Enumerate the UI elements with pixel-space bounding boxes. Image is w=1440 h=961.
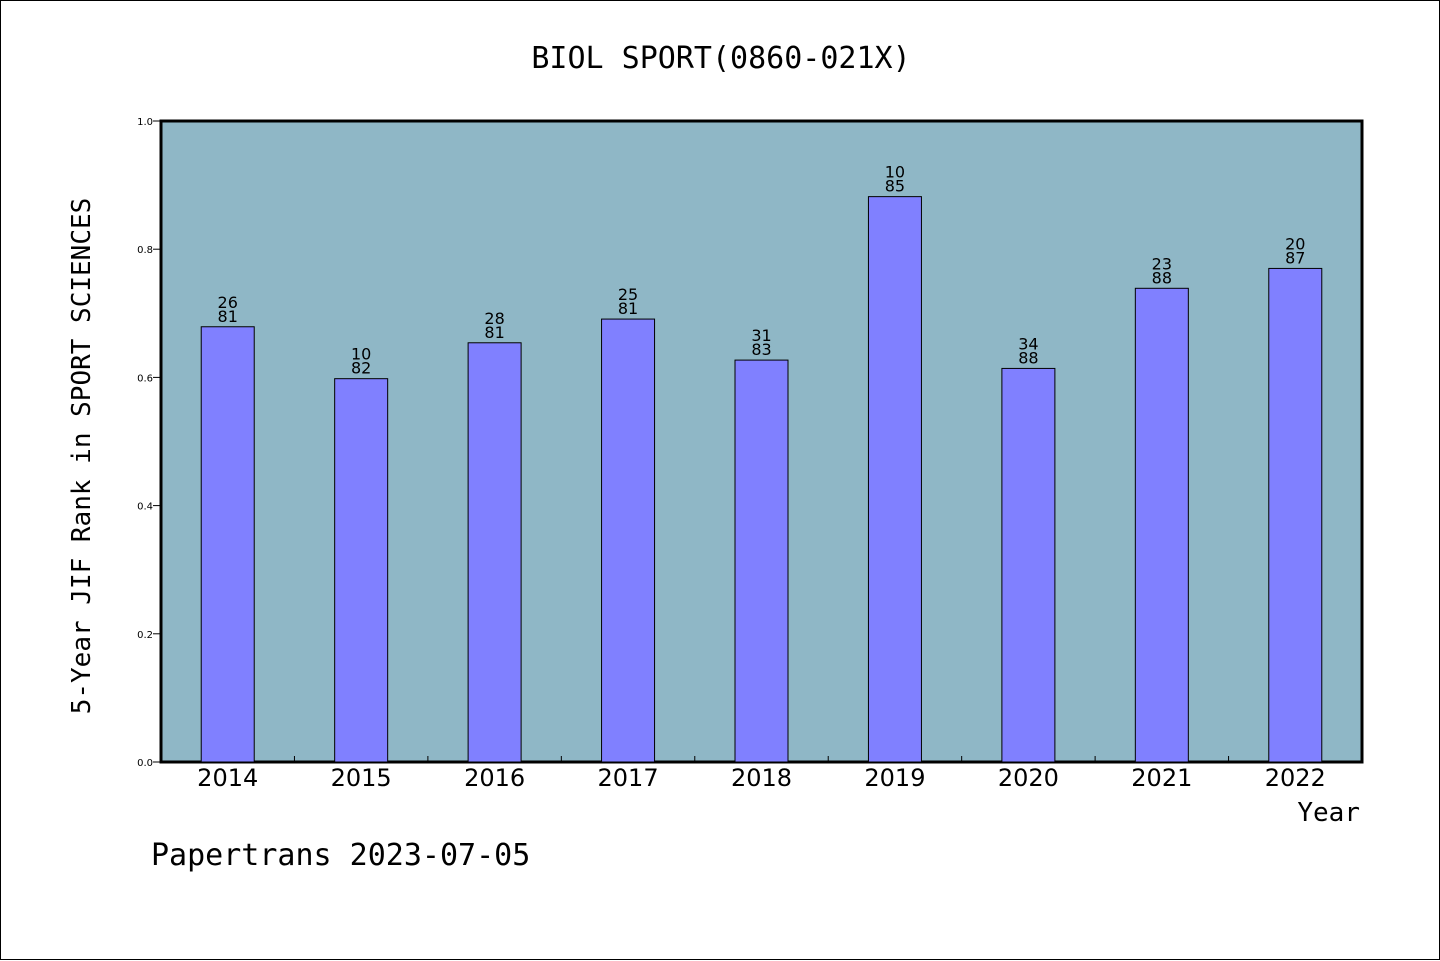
y-tick-label: 1.0 bbox=[137, 117, 153, 128]
bar-label-rank: 34 bbox=[1018, 334, 1038, 353]
x-tick-label: 2019 bbox=[864, 764, 925, 792]
chart-title: BIOL SPORT(0860-021X) bbox=[531, 41, 910, 76]
bar-label-total: 81 bbox=[484, 323, 504, 342]
bar-label-rank: 31 bbox=[751, 326, 771, 345]
x-tick-label: 2017 bbox=[598, 764, 659, 792]
x-tick-label: 2018 bbox=[731, 764, 792, 792]
x-tick-label: 2022 bbox=[1265, 764, 1326, 792]
bar-label-total: 82 bbox=[351, 359, 371, 378]
bar-label-total: 88 bbox=[1018, 348, 1038, 367]
y-tick-label: 0.0 bbox=[137, 758, 153, 769]
bar-2017 bbox=[601, 318, 656, 763]
footer-credit: Papertrans 2023-07-05 bbox=[151, 838, 530, 873]
bar-2014 bbox=[200, 326, 255, 763]
bar-2015 bbox=[334, 378, 389, 763]
bar-label-total: 81 bbox=[618, 299, 638, 318]
bar-2018 bbox=[734, 359, 789, 763]
bar-label-total: 83 bbox=[751, 340, 771, 359]
bar-label-rank: 20 bbox=[1285, 234, 1305, 253]
bar-label-rank: 10 bbox=[351, 345, 371, 364]
x-axis: 2014 2015 2016 2017 2018 2019 2020 2021 2022 bbox=[197, 756, 1326, 792]
bar-label-rank: 10 bbox=[885, 163, 905, 182]
bar-label-total: 88 bbox=[1152, 268, 1172, 287]
y-tick-label: 0.8 bbox=[137, 245, 153, 256]
x-tick-label: 2015 bbox=[331, 764, 392, 792]
x-axis-title: Year bbox=[1297, 798, 1360, 828]
bar-label-rank: 23 bbox=[1152, 254, 1172, 273]
bar-label-total: 87 bbox=[1285, 248, 1305, 267]
y-tick-label: 0.4 bbox=[137, 502, 153, 513]
x-tick-label: 2020 bbox=[998, 764, 1059, 792]
x-tick-label: 2016 bbox=[464, 764, 525, 792]
bar-2020 bbox=[1001, 367, 1056, 763]
x-tick-label: 2021 bbox=[1131, 764, 1192, 792]
bar-2021 bbox=[1134, 287, 1189, 763]
y-tick-label: 0.6 bbox=[137, 373, 153, 384]
bar-2022 bbox=[1268, 267, 1323, 763]
bar-label-rank: 26 bbox=[218, 293, 238, 312]
y-tick-label: 0.2 bbox=[137, 630, 153, 641]
bar-2019 bbox=[867, 196, 922, 763]
bar-label-rank: 28 bbox=[484, 309, 504, 328]
x-tick-label: 2014 bbox=[197, 764, 258, 792]
bar-label-total: 81 bbox=[218, 307, 238, 326]
bar-label-total: 85 bbox=[885, 177, 905, 196]
bar-label-rank: 25 bbox=[618, 285, 638, 304]
bar-2016 bbox=[467, 342, 522, 763]
y-axis: 0.0 0.2 0.4 0.6 0.8 1.0 bbox=[137, 117, 161, 769]
y-axis-title: 5-Year JIF Rank in SPORT SCIENCES bbox=[67, 198, 97, 715]
